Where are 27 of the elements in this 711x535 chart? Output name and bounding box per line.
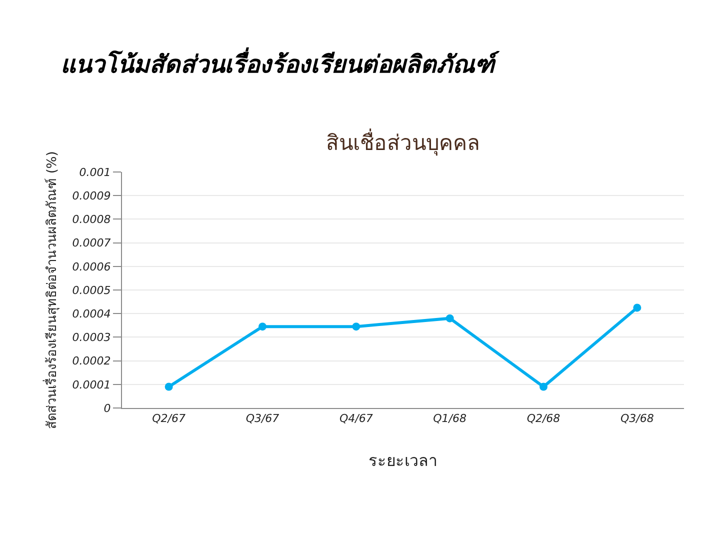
point: [258, 322, 266, 331]
x-tick-label: Q4/67: [339, 412, 373, 426]
y-axis-title: สัดส่วนเรื่องร้องเรียนสุทธิต่อจำนวนผลิตภัณฑ์ (%): [43, 151, 60, 429]
y-tick-label: 0.0009: [72, 189, 111, 202]
y-tick-label: 0.0007: [72, 236, 111, 250]
y-tick-label: 0.0008: [72, 213, 111, 226]
point: [352, 322, 360, 331]
x-tick-label: Q2/68: [526, 412, 560, 426]
y-tick-label: 0.0002: [72, 354, 111, 368]
y-tick-label: 0.0006: [72, 260, 111, 274]
y-tick-label: 0.0005: [72, 284, 111, 297]
x-axis-title: ระยะเวลา: [368, 450, 438, 470]
y-tick-label: 0.0003: [72, 331, 111, 344]
x-tick-label: Q3/68: [620, 412, 654, 426]
x-tick-label: Q3/67: [246, 412, 280, 426]
point: [446, 314, 454, 322]
y-tick-label: 0.0004: [72, 307, 111, 320]
chart-subtitle: สินเชื่อส่วนบุคคล: [326, 128, 480, 156]
y-tick-label: 0.001: [79, 166, 111, 179]
point: [633, 304, 642, 312]
chart-title: แนวโน้มสัดส่วนเรื่องร้องเรียนต่อผลิตภัณฑ์: [60, 46, 500, 79]
point: [164, 382, 173, 391]
x-tick-label: Q2/67: [152, 412, 186, 426]
y-tick-label: 0: [104, 402, 111, 415]
x-tick-label: Q1/68: [433, 412, 467, 426]
point: [540, 382, 548, 391]
y-tick-label: 0.0001: [72, 378, 111, 392]
